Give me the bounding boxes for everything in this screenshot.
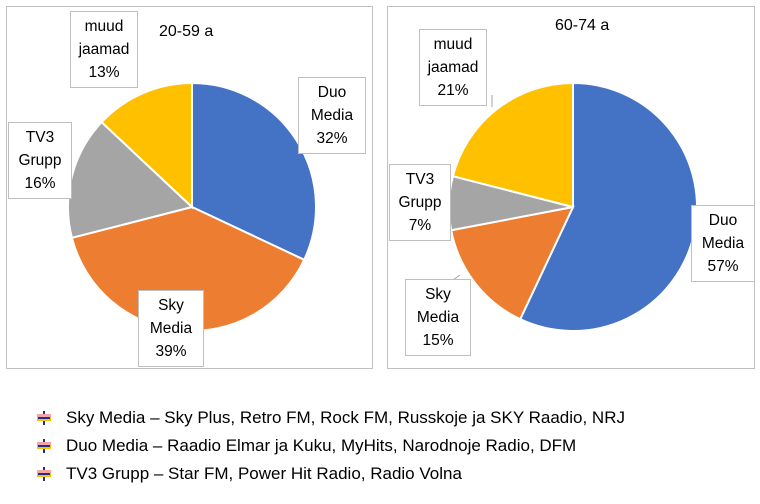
data-label-value: 15%: [422, 332, 454, 349]
data-label-value: 57%: [707, 258, 739, 275]
data-label-name: Media: [701, 235, 745, 252]
legend-item-duo-media: Duo Media – Raadio Elmar ja Kuku, MyHits…: [36, 432, 576, 460]
legend-label: TV3 Grupp – Star FM, Power Hit Radio, Ra…: [66, 464, 462, 483]
pie-chart-60-74: 60-74 a Duo Media 57% Sky Media 15% TV3 Grupp 7%…: [387, 6, 755, 369]
data-label: muud jaamad 21%: [419, 29, 487, 106]
data-label-name: jaamad: [427, 59, 479, 76]
data-label-name: Media: [310, 107, 354, 124]
flag-bullet-icon: [36, 438, 52, 454]
data-label: TV3 Grupp 16%: [8, 122, 72, 199]
flag-bullet-icon: [36, 410, 52, 426]
data-label-value: 32%: [316, 130, 348, 147]
pie-chart-20-59: 20-59 a Duo Media 32% Sky Media 39% TV3 Grupp 16…: [6, 6, 373, 369]
data-label-value: 39%: [155, 343, 187, 360]
data-label: Sky Media 15%: [405, 279, 471, 356]
flag-bullet-icon: [36, 466, 52, 482]
data-label-name: Grupp: [18, 152, 62, 169]
data-label-name: Media: [416, 309, 460, 326]
data-label: TV3 Grupp 7%: [389, 164, 451, 241]
data-label-name: Duo: [708, 212, 738, 229]
data-label-name: TV3: [25, 129, 55, 146]
data-label-name: Grupp: [398, 194, 442, 211]
data-label-value: 13%: [88, 64, 120, 81]
data-label-name: jaamad: [78, 41, 130, 58]
legend-label: Sky Media – Sky Plus, Retro FM, Rock FM,…: [66, 408, 625, 427]
data-label-name: muud: [84, 18, 124, 35]
data-label-name: Duo: [317, 84, 347, 101]
data-label: muud jaamad 13%: [70, 11, 138, 88]
pie-slice-duo-media: [191, 81, 317, 262]
data-label-name: muud: [433, 36, 473, 53]
data-label-name: Sky: [425, 286, 451, 303]
legend-label: Duo Media – Raadio Elmar ja Kuku, MyHits…: [66, 436, 577, 455]
data-label-value: 21%: [437, 82, 469, 99]
data-label-name: TV3: [405, 171, 435, 188]
pie-slice-muud-jaamad: [100, 81, 193, 210]
data-label-name: Sky: [158, 297, 184, 314]
legend-item-tv3-grupp: TV3 Grupp – Star FM, Power Hit Radio, Ra…: [36, 460, 462, 488]
data-label-value: 16%: [24, 175, 56, 192]
chart-title: 60-74 a: [555, 17, 610, 34]
pie-slice-muud-jaamad: [451, 81, 574, 209]
data-label: Duo Media 32%: [298, 77, 366, 154]
data-label: Sky Media 39%: [138, 290, 204, 367]
data-label-name: Media: [149, 320, 193, 337]
data-label-value: 7%: [408, 217, 432, 234]
pie-svg: [63, 74, 317, 332]
legend-item-sky-media: Sky Media – Sky Plus, Retro FM, Rock FM,…: [36, 404, 625, 432]
data-label: Duo Media 57%: [691, 205, 755, 282]
pie-slice-sky-media: [450, 205, 575, 321]
chart-title: 20-59 a: [159, 23, 214, 40]
